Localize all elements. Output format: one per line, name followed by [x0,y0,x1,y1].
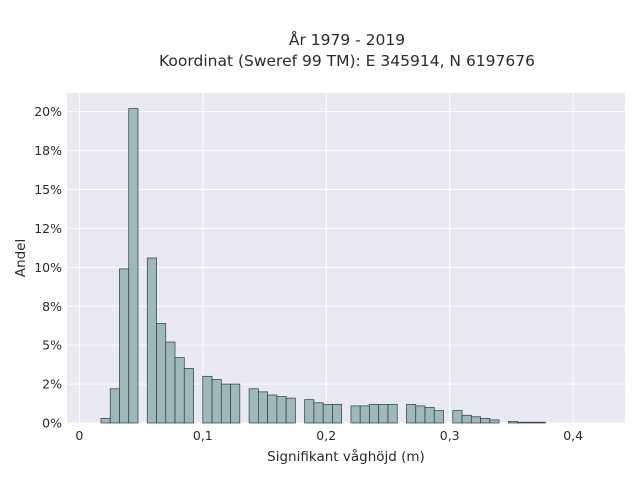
chart-subtitle: Koordinat (Sweref 99 TM): E 345914, N 61… [159,52,535,70]
y-tick-label: 2% [42,377,62,392]
histogram-bar [174,357,185,424]
y-tick-label: 10% [34,260,62,275]
histogram-bar [248,388,259,424]
histogram-bar [202,375,213,424]
chart-title: År 1979 - 2019 [289,30,405,49]
histogram-bar [452,410,463,424]
histogram-bar [285,397,296,424]
y-axis-label: Andel [13,239,29,277]
histogram-bar [461,414,472,424]
histogram-bar [517,421,528,424]
histogram-bar [480,417,491,424]
histogram-bar [433,410,444,424]
tick-labels: 0% 2% 5% 8% 10% 12% 15% 18% 20% 0 0,1 0,2 0,3 0,4 [34,104,583,443]
histogram-bar [526,421,537,424]
histogram-bar [119,268,130,424]
histogram-bar [470,416,481,424]
histogram-bar [109,388,120,424]
histogram-bar [211,379,222,424]
histogram-bar [304,399,315,424]
histogram-bar [424,407,435,424]
histogram-bar [183,368,194,424]
histogram-bar [156,323,167,424]
histogram-bar [276,396,287,424]
x-tick-label: 0,3 [440,428,460,443]
y-tick-label: 12% [34,221,62,236]
histogram-bar [257,391,268,424]
x-tick-label: 0 [75,428,83,443]
histogram-bar [489,419,500,424]
histogram-bar [387,403,398,424]
x-axis-label: Signifikant våghöjd (m) [267,448,425,465]
y-tick-label: 15% [34,182,62,197]
x-tick-label: 0,2 [316,428,336,443]
histogram-bar [415,405,426,424]
histogram-bar [100,417,111,424]
histogram-bar [332,403,343,424]
bars [100,108,546,424]
histogram-bar [267,394,278,424]
y-tick-label: 18% [34,143,62,158]
histogram-bar [322,403,333,424]
histogram-bar [230,383,241,424]
histogram-bar [535,421,546,424]
histogram-bar [359,405,370,424]
y-tick-label: 20% [34,104,62,119]
histogram-bar [507,421,518,424]
histogram-bar [313,402,324,424]
x-tick-label: 0,1 [193,428,213,443]
histogram-bar [220,383,231,424]
y-tick-label: 5% [42,338,62,353]
histogram-bar [165,341,176,424]
histogram-bar [378,403,389,424]
histogram-bar [146,257,157,424]
y-tick-label: 0% [42,416,62,431]
y-tick-label: 8% [42,299,62,314]
histogram-bar [406,403,417,424]
histogram-bar [128,108,139,424]
histogram-bar [350,405,361,424]
x-tick-label: 0,4 [563,428,583,443]
histogram-bar [369,403,380,424]
